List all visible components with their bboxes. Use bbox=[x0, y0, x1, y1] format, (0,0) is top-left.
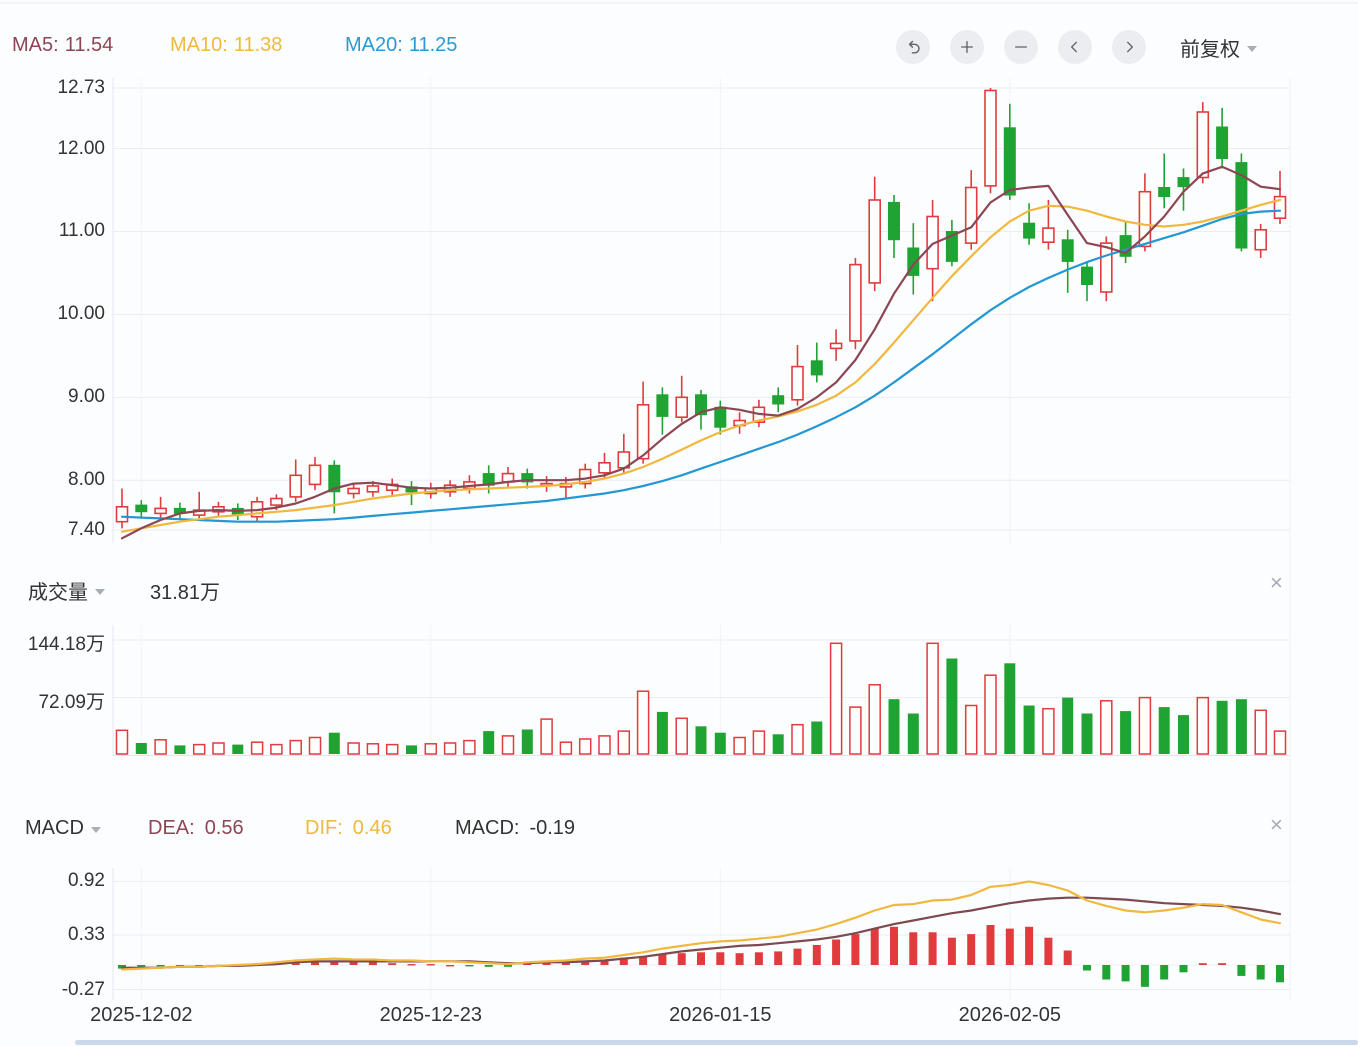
pan-right-button[interactable] bbox=[1112, 30, 1146, 64]
price-tick-label: 9.00 bbox=[68, 386, 105, 408]
volume-title: 成交量 bbox=[28, 582, 88, 604]
dif-readout: DIF: 0.46 bbox=[305, 817, 392, 840]
undo-button[interactable] bbox=[896, 30, 930, 64]
volume-close-button[interactable]: × bbox=[1270, 572, 1283, 594]
ma20-value: 11.25 bbox=[408, 34, 458, 56]
close-icon: × bbox=[1270, 812, 1283, 837]
price-tick-label: 12.73 bbox=[57, 77, 105, 98]
ma20-legend: MA20: 11.25 bbox=[345, 34, 457, 57]
dea-label: DEA: bbox=[148, 817, 195, 839]
price-tick-label: 10.00 bbox=[57, 303, 105, 325]
ma10-label: MA10: bbox=[170, 34, 228, 56]
zoom-out-button[interactable] bbox=[1004, 30, 1038, 64]
macd-title-dropdown[interactable]: MACD bbox=[25, 817, 101, 840]
caret-down-icon bbox=[1247, 46, 1257, 52]
macd-tick-label: -0.27 bbox=[61, 978, 105, 1000]
macd-value: -0.19 bbox=[529, 817, 576, 839]
minus-icon bbox=[1015, 46, 1027, 48]
adjust-mode-dropdown[interactable]: 前复权 bbox=[1180, 33, 1257, 62]
chevron-left-icon bbox=[1071, 41, 1077, 53]
caret-down-icon bbox=[95, 589, 105, 595]
price-tick-label: 11.00 bbox=[58, 220, 105, 242]
ma20-label: MA20: bbox=[345, 34, 403, 56]
volume-tick-label: 144.18万 bbox=[27, 634, 105, 655]
dif-label: DIF: bbox=[305, 817, 343, 839]
dif-value: 0.46 bbox=[352, 817, 392, 839]
close-icon: × bbox=[1270, 570, 1283, 595]
caret-down-icon bbox=[90, 827, 101, 833]
dea-readout: DEA: 0.56 bbox=[148, 817, 244, 840]
adjust-mode-label: 前复权 bbox=[1180, 39, 1240, 61]
volume-tick-label: 72.09万 bbox=[38, 691, 105, 713]
macd-tick-label: 0.33 bbox=[68, 924, 105, 945]
date-tick-label: 2026-02-05 bbox=[958, 1004, 1061, 1026]
ma10-legend: MA10: 11.38 bbox=[170, 34, 282, 57]
dea-value: 0.56 bbox=[204, 817, 244, 839]
macd-title: MACD bbox=[25, 817, 84, 839]
macd-readout: MACD: -0.19 bbox=[455, 817, 575, 840]
date-tick-label: 2026-01-15 bbox=[669, 1004, 772, 1026]
pan-left-button[interactable] bbox=[1058, 30, 1092, 64]
plus-icon bbox=[961, 41, 973, 53]
chevron-right-icon bbox=[1127, 41, 1133, 53]
ma5-value: 11.54 bbox=[64, 34, 114, 56]
price-tick-label: 12.00 bbox=[57, 137, 105, 159]
price-tick-label: 7.40 bbox=[68, 519, 105, 540]
volume-title-dropdown[interactable]: 成交量 bbox=[28, 576, 105, 605]
undo-icon bbox=[908, 40, 920, 54]
date-tick-label: 2025-12-02 bbox=[90, 1004, 193, 1026]
zoom-in-button[interactable] bbox=[950, 30, 984, 64]
macd-close-button[interactable]: × bbox=[1270, 814, 1283, 836]
date-tick-label: 2025-12-23 bbox=[379, 1004, 482, 1026]
price-tick-label: 8.00 bbox=[68, 469, 105, 491]
volume-current-value: 31.81万 bbox=[150, 582, 221, 604]
ma5-legend: MA5: 11.54 bbox=[12, 34, 113, 57]
macd-tick-label: 0.92 bbox=[68, 870, 105, 892]
horizontal-scrollbar[interactable] bbox=[75, 1040, 1358, 1045]
ma5-label: MA5: bbox=[12, 34, 59, 56]
ma10-value: 11.38 bbox=[233, 34, 283, 56]
macd-label: MACD: bbox=[455, 817, 520, 839]
